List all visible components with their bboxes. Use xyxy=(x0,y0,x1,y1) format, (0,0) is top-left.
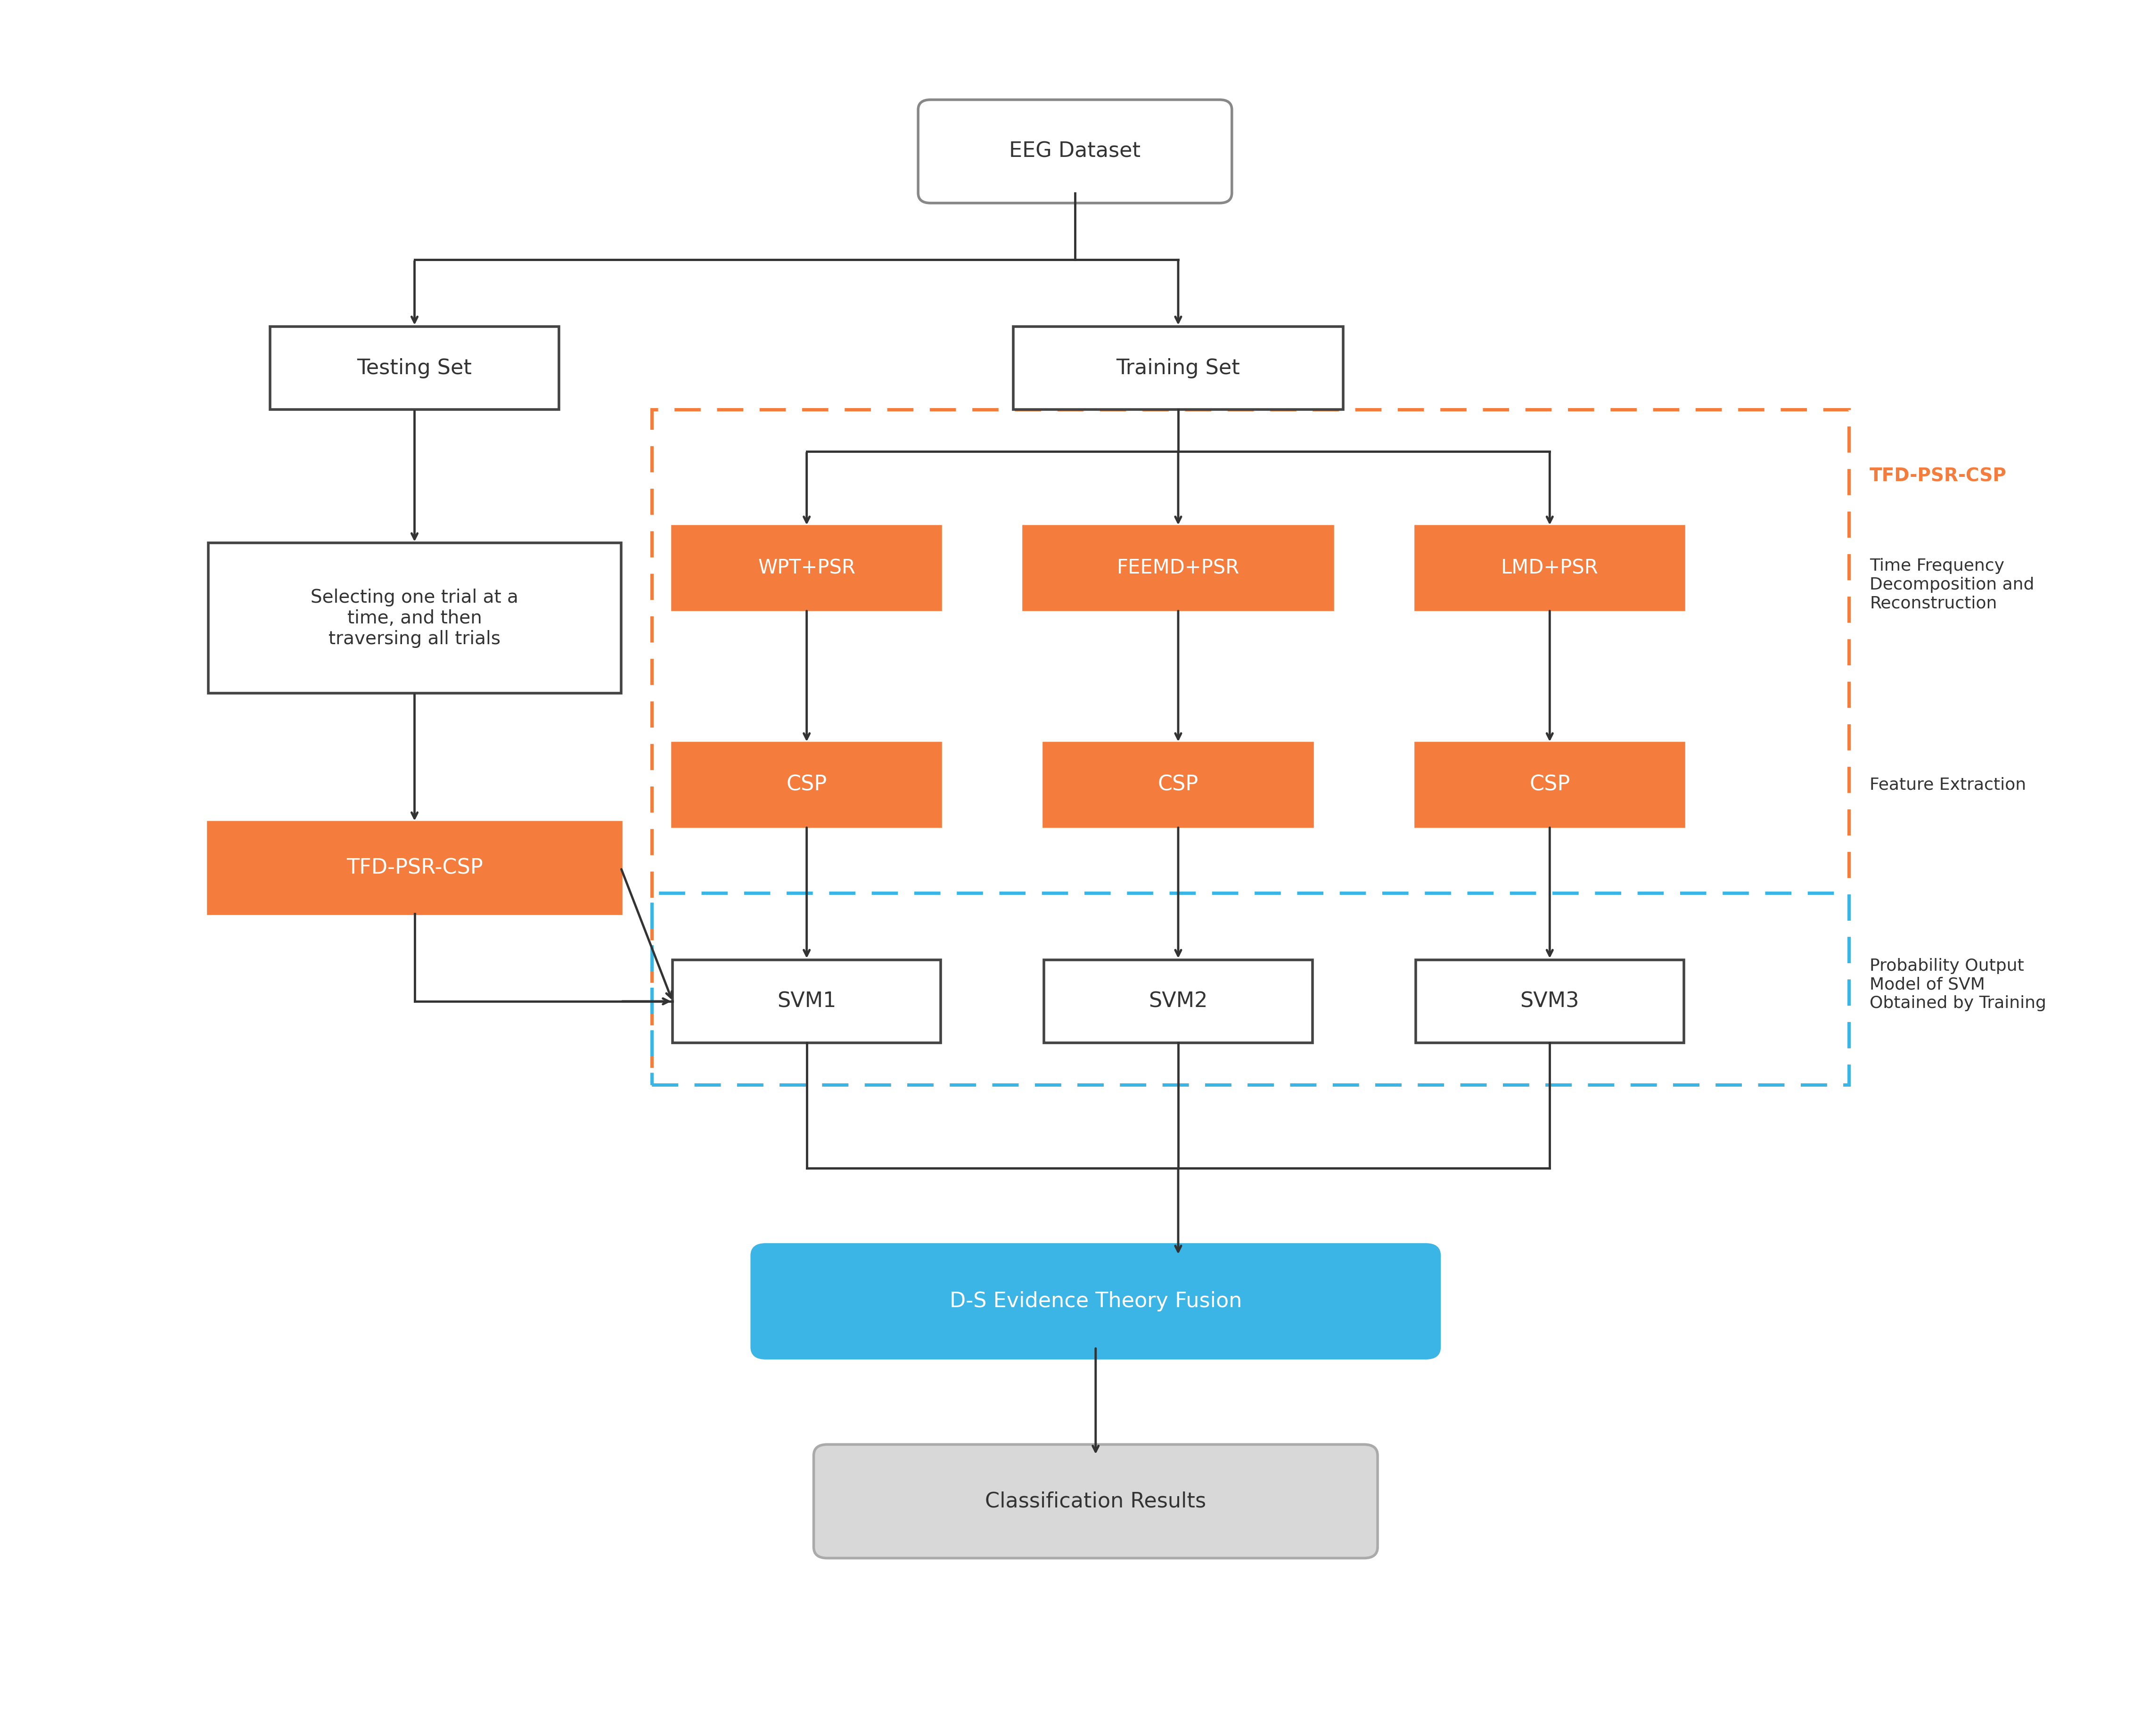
FancyBboxPatch shape xyxy=(1415,960,1683,1043)
FancyBboxPatch shape xyxy=(1023,526,1333,609)
Text: CSP: CSP xyxy=(1159,774,1198,795)
Text: LMD+PSR: LMD+PSR xyxy=(1501,557,1597,578)
FancyBboxPatch shape xyxy=(1415,526,1683,609)
Text: Feature Extraction: Feature Extraction xyxy=(1870,776,2025,793)
Text: CSP: CSP xyxy=(787,774,828,795)
Text: CSP: CSP xyxy=(1529,774,1570,795)
FancyBboxPatch shape xyxy=(752,1245,1440,1358)
FancyBboxPatch shape xyxy=(209,823,621,913)
FancyBboxPatch shape xyxy=(271,326,559,410)
FancyBboxPatch shape xyxy=(918,99,1232,203)
Text: SVM1: SVM1 xyxy=(776,991,836,1012)
FancyBboxPatch shape xyxy=(673,526,942,609)
Text: D-S Evidence Theory Fusion: D-S Evidence Theory Fusion xyxy=(950,1292,1243,1311)
Text: EEG Dataset: EEG Dataset xyxy=(1008,141,1142,161)
FancyBboxPatch shape xyxy=(1013,326,1344,410)
Text: Time Frequency
Decomposition and
Reconstruction: Time Frequency Decomposition and Reconst… xyxy=(1870,557,2034,611)
Text: SVM3: SVM3 xyxy=(1520,991,1580,1012)
Text: TFD-PSR-CSP: TFD-PSR-CSP xyxy=(346,858,484,878)
FancyBboxPatch shape xyxy=(209,543,621,693)
Text: FEEMD+PSR: FEEMD+PSR xyxy=(1116,557,1241,578)
FancyBboxPatch shape xyxy=(673,743,942,826)
FancyBboxPatch shape xyxy=(1045,743,1312,826)
Text: WPT+PSR: WPT+PSR xyxy=(759,557,856,578)
Text: Probability Output
Model of SVM
Obtained by Training: Probability Output Model of SVM Obtained… xyxy=(1870,958,2047,1012)
Text: Testing Set: Testing Set xyxy=(357,358,473,378)
FancyBboxPatch shape xyxy=(673,960,942,1043)
Text: Selecting one trial at a
time, and then
traversing all trials: Selecting one trial at a time, and then … xyxy=(310,589,518,648)
Text: SVM2: SVM2 xyxy=(1148,991,1208,1012)
Text: Classification Results: Classification Results xyxy=(985,1491,1206,1512)
FancyBboxPatch shape xyxy=(1415,743,1683,826)
Text: Training Set: Training Set xyxy=(1116,358,1241,378)
Text: TFD-PSR-CSP: TFD-PSR-CSP xyxy=(1870,467,2006,486)
FancyBboxPatch shape xyxy=(1045,960,1312,1043)
FancyBboxPatch shape xyxy=(813,1444,1378,1559)
